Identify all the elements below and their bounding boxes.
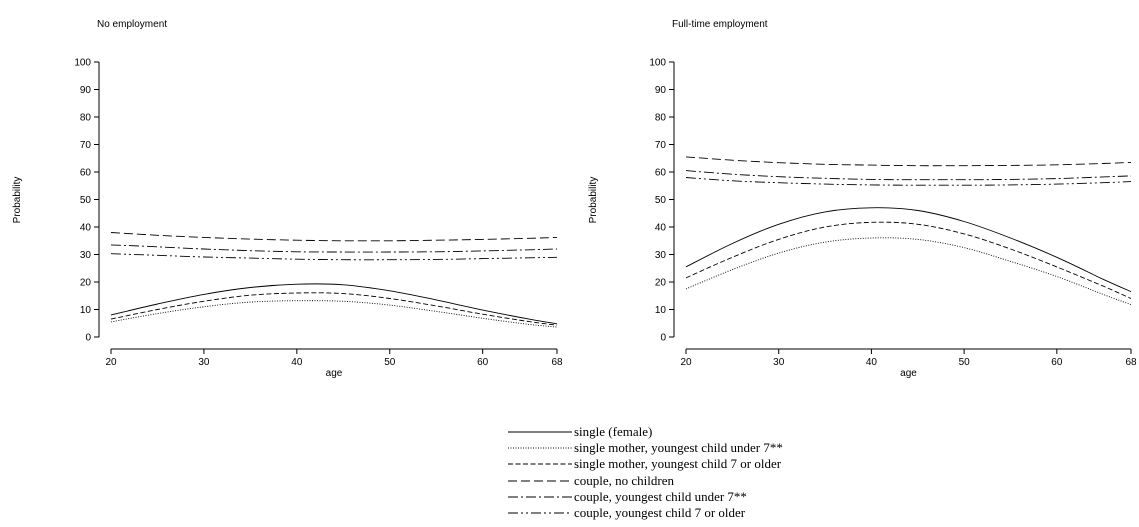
y-tick-label: 20 — [80, 278, 92, 289]
y-tick-label: 10 — [80, 305, 92, 316]
legend-label: single mother, youngest child 7 or older — [574, 456, 782, 472]
legend-label: couple, youngest child 7 or older — [574, 505, 746, 521]
x-tick-label: 40 — [866, 357, 878, 368]
series-line-single-female — [110, 283, 558, 325]
legend-label: single mother, youngest child under 7** — [574, 440, 783, 456]
legend-swatch — [508, 480, 572, 482]
legend-item: couple, youngest child 7 or older — [508, 505, 928, 521]
series-line-single-mother-youngest-child-under-7 — [110, 300, 558, 328]
legend: single (female) single mother, youngest c… — [508, 424, 928, 521]
series-line-couple-youngest-child-under-7 — [685, 170, 1132, 181]
x-tick-label: 20 — [105, 357, 117, 368]
x-tick-label: 20 — [680, 357, 692, 368]
series-line-couple-no-children — [685, 156, 1132, 167]
y-tick-label: 30 — [655, 250, 667, 261]
y-tick-label: 90 — [80, 85, 92, 96]
series-line-couple-youngest-child-7-or-older — [685, 177, 1132, 186]
y-tick-label: 10 — [655, 305, 667, 316]
x-tick-label: 30 — [198, 357, 210, 368]
legend-label: single (female) — [574, 424, 653, 440]
y-tick-label: 80 — [655, 113, 667, 124]
y-tick-label: 30 — [80, 250, 92, 261]
legend-swatch — [508, 464, 572, 465]
y-tick-label: 70 — [655, 140, 667, 151]
series-line-couple-youngest-child-7-or-older — [110, 253, 558, 261]
x-tick-label: 50 — [959, 357, 971, 368]
legend-swatch — [508, 512, 572, 514]
y-tick-label: 0 — [85, 333, 91, 344]
x-tick-label: 68 — [551, 357, 563, 368]
y-tick-label: 80 — [80, 113, 92, 124]
series-line-single-mother-youngest-child-7-or-older — [110, 292, 558, 326]
y-tick-label: 70 — [80, 140, 92, 151]
x-tick-label: 30 — [773, 357, 785, 368]
y-axis-label: Probability — [12, 177, 23, 224]
chart-full-time-employment: Full-time employment 0 10 20 30 40 50 60 70 80 90 1… — [588, 19, 1137, 379]
series-line-single-female — [685, 207, 1132, 293]
series-line-couple-youngest-child-under-7 — [110, 244, 558, 253]
legend-item: single (female) — [508, 424, 928, 440]
y-tick-label: 60 — [655, 168, 667, 179]
y-tick-label: 20 — [655, 278, 667, 289]
legend-label: couple, no children — [574, 472, 674, 488]
chart-title: No employment — [97, 19, 167, 30]
legend-swatch — [508, 431, 572, 433]
x-axis-label: age — [900, 368, 917, 379]
y-tick-label: 90 — [655, 85, 667, 96]
y-tick-label: 100 — [649, 58, 666, 69]
legend-item: couple, no children — [508, 473, 928, 489]
x-axis-label: age — [326, 368, 343, 379]
x-tick-label: 68 — [1125, 357, 1137, 368]
legend-swatch — [508, 447, 572, 449]
x-tick-label: 40 — [291, 357, 303, 368]
series-line-single-mother-youngest-child-7-or-older — [685, 221, 1132, 299]
y-tick-label: 50 — [80, 195, 92, 206]
x-tick-label: 50 — [384, 357, 396, 368]
series-line-single-mother-youngest-child-under-7 — [685, 237, 1132, 306]
legend-item: single mother, youngest child 7 or older — [508, 456, 928, 472]
chart-no-employment: No employment 0 10 20 30 40 50 60 70 80 90 100 Proba… — [12, 19, 563, 379]
legend-item: couple, youngest child under 7** — [508, 489, 928, 505]
y-tick-label: 0 — [660, 333, 666, 344]
legend-label: couple, youngest child under 7** — [574, 488, 747, 504]
y-axis-label: Probability — [588, 177, 599, 224]
y-tick-label: 50 — [655, 195, 667, 206]
chart-title: Full-time employment — [672, 19, 768, 30]
y-tick-label: 40 — [80, 223, 92, 234]
x-tick-label: 60 — [477, 357, 489, 368]
x-tick-label: 60 — [1051, 357, 1063, 368]
series-line-couple-no-children — [110, 232, 558, 242]
y-tick-label: 60 — [80, 168, 92, 179]
y-tick-label: 40 — [655, 223, 667, 234]
legend-item: single mother, youngest child under 7** — [508, 440, 928, 456]
legend-swatch — [508, 496, 572, 498]
y-tick-label: 100 — [74, 58, 91, 69]
